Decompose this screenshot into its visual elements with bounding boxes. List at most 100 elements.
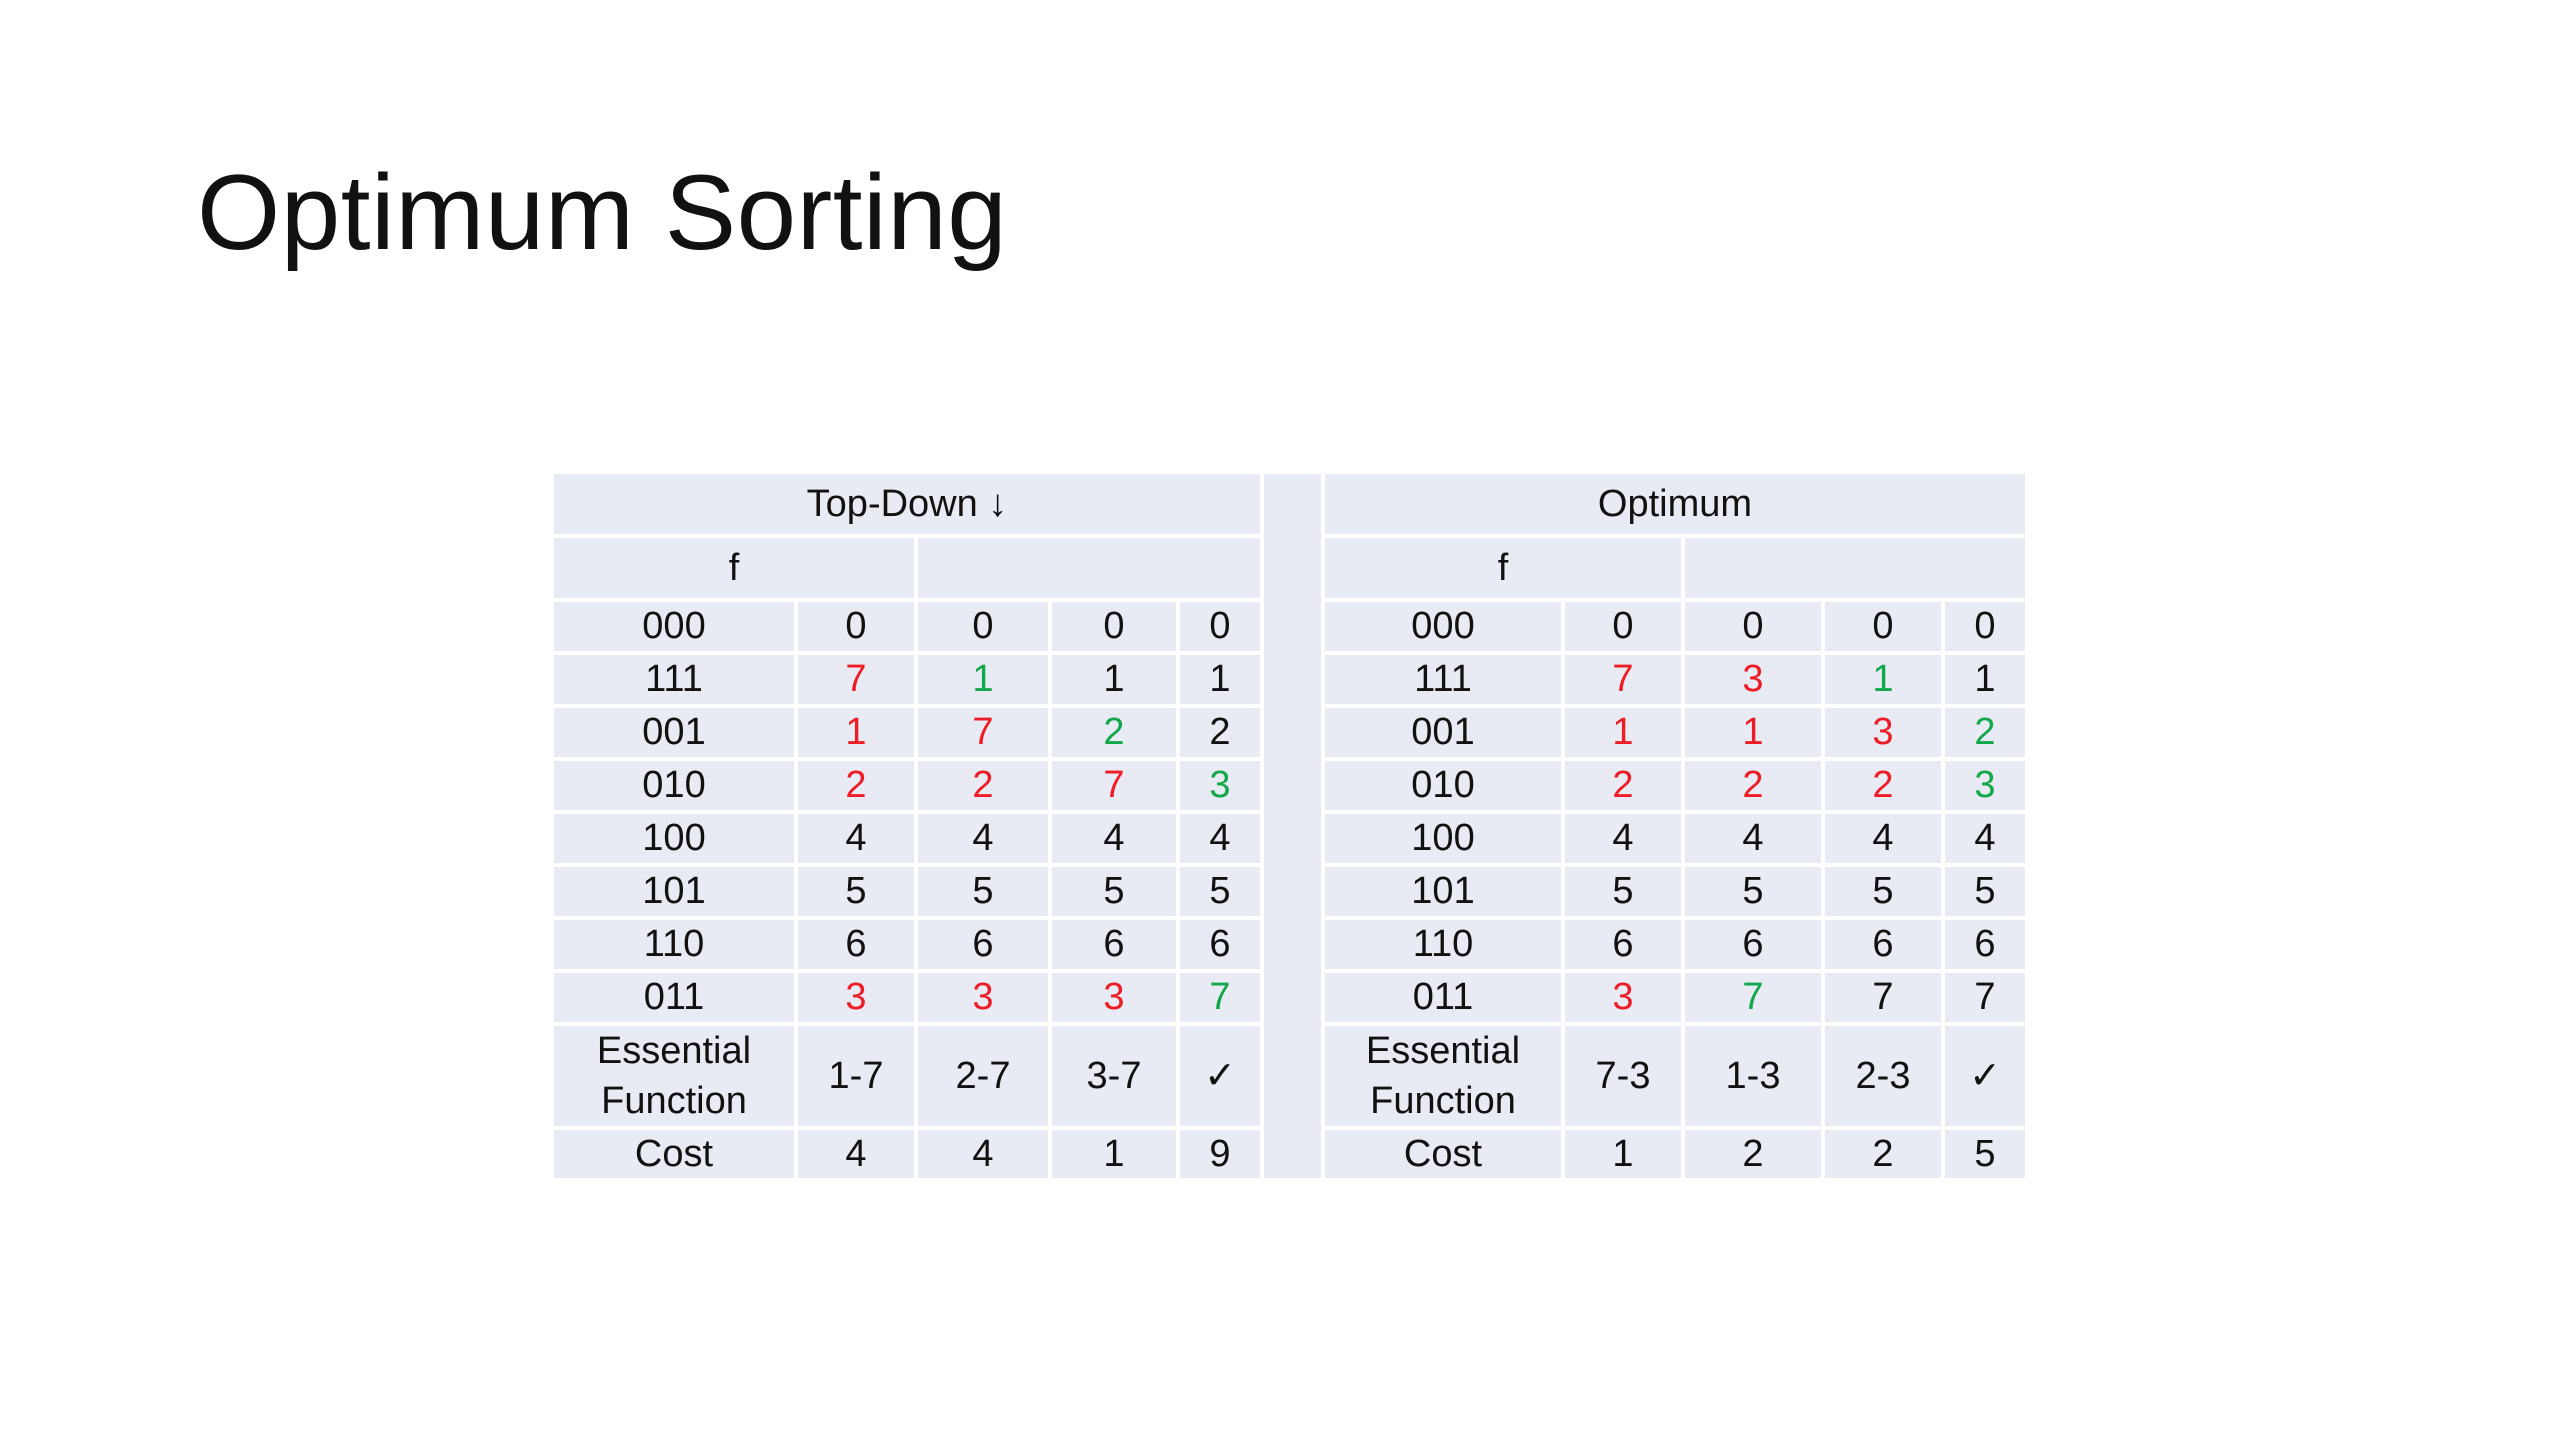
top-down-cell: 6 [1052,920,1176,969]
top-down-essential-label-line1: Essential [596,1030,752,1072]
top-down-cell: 0 [1180,602,1260,651]
optimum-row-label: 101 [1325,867,1561,916]
optimum-row-label: 111 [1325,655,1561,704]
optimum-row-label: 100 [1325,814,1561,863]
top-down-cell: 0 [1052,602,1176,651]
optimum-cell: 1 [1685,708,1821,757]
optimum-cell: 1 [1945,655,2025,704]
optimum-cost-value: 2 [1685,1130,1821,1178]
optimum-cell: 6 [1565,920,1681,969]
optimum-cell: 2 [1945,708,2025,757]
optimum-row-label: 001 [1325,708,1561,757]
top-down-cell: 0 [918,602,1048,651]
top-down-cell: 5 [798,867,914,916]
top-down-essential-value: 2-7 [918,1026,1048,1126]
table-row: 010 2 2 7 3 010 2 2 2 3 [554,761,2025,810]
optimum-row-label: 110 [1325,920,1561,969]
optimum-cost-value: 2 [1825,1130,1941,1178]
top-down-row-label: 111 [554,655,794,704]
top-down-cell: 3 [1180,761,1260,810]
optimum-cell: 5 [1685,867,1821,916]
top-down-cell: 3 [1052,973,1176,1022]
optimum-cell: 1 [1565,708,1681,757]
top-down-cell: 7 [1180,973,1260,1022]
optimum-cell: 6 [1825,920,1941,969]
optimum-cell: 3 [1825,708,1941,757]
top-down-cost-label: Cost [554,1130,794,1178]
optimum-f-label: f [1325,538,1681,598]
optimum-cell: 4 [1945,814,2025,863]
optimum-cell: 2 [1565,761,1681,810]
top-down-cell: 7 [798,655,914,704]
top-down-row-label: 110 [554,920,794,969]
optimum-cell: 5 [1825,867,1941,916]
optimum-header: Optimum [1325,474,2025,534]
table-row: 011 3 3 3 7 011 3 7 7 7 [554,973,2025,1022]
optimum-cell: 7 [1565,655,1681,704]
top-down-row-label: 011 [554,973,794,1022]
table-f-row: f f [554,538,2025,598]
top-down-cost-value: 1 [1052,1130,1176,1178]
optimum-cell: 1 [1825,655,1941,704]
top-down-cell: 3 [798,973,914,1022]
top-down-row-label: 101 [554,867,794,916]
top-down-cell: 1 [1052,655,1176,704]
top-down-essential-value: 3-7 [1052,1026,1176,1126]
optimum-row-label: 010 [1325,761,1561,810]
optimum-cell: 2 [1685,761,1821,810]
optimum-cost-value: 5 [1945,1130,2025,1178]
top-down-f-label: f [554,538,914,598]
top-down-cost-value: 9 [1180,1130,1260,1178]
top-down-checkmark-icon: ✓ [1180,1026,1260,1126]
top-down-essential-function-label: Essential Function [554,1026,794,1126]
optimum-cell: 3 [1565,973,1681,1022]
top-down-cell: 6 [1180,920,1260,969]
optimum-essential-function-label: Essential Function [1325,1026,1561,1126]
top-down-cell: 2 [1052,708,1176,757]
top-down-cell: 2 [918,761,1048,810]
top-down-cell: 4 [798,814,914,863]
optimum-essential-label-line2: Function [1370,1080,1516,1122]
top-down-row-label: 010 [554,761,794,810]
top-down-cell: 3 [918,973,1048,1022]
table-row: 101 5 5 5 5 101 5 5 5 5 [554,867,2025,916]
optimum-row-label: 000 [1325,602,1561,651]
optimum-cell: 7 [1825,973,1941,1022]
cost-row: Cost 4 4 1 9 Cost 1 2 2 5 [554,1130,2025,1178]
top-down-f-blank [918,538,1260,598]
essential-function-row: Essential Function 1-7 2-7 3-7 ✓ Essential Func… [554,1026,2025,1126]
optimum-cell: 4 [1825,814,1941,863]
table-gap-column [1264,474,1321,1178]
top-down-cell: 1 [1180,655,1260,704]
top-down-row-label: 100 [554,814,794,863]
optimum-cell: 7 [1685,973,1821,1022]
optimum-cell: 6 [1685,920,1821,969]
top-down-header: Top-Down ↓ [554,474,1260,534]
top-down-row-label: 000 [554,602,794,651]
optimum-essential-label-line1: Essential [1365,1030,1521,1072]
optimum-essential-value: 2-3 [1825,1026,1941,1126]
optimum-f-blank [1685,538,2025,598]
top-down-cell: 4 [1052,814,1176,863]
top-down-cell: 6 [918,920,1048,969]
table-row: 001 1 7 2 2 001 1 1 3 2 [554,708,2025,757]
top-down-cell: 1 [918,655,1048,704]
optimum-row-label: 011 [1325,973,1561,1022]
optimum-essential-value: 1-3 [1685,1026,1821,1126]
top-down-cell: 7 [918,708,1048,757]
optimum-cell: 0 [1825,602,1941,651]
table-row: 110 6 6 6 6 110 6 6 6 6 [554,920,2025,969]
top-down-cell: 2 [1180,708,1260,757]
top-down-cell: 5 [918,867,1048,916]
top-down-essential-label-line2: Function [601,1080,747,1122]
optimum-cost-value: 1 [1565,1130,1681,1178]
optimum-checkmark-icon: ✓ [1945,1026,2025,1126]
optimum-cost-label: Cost [1325,1130,1561,1178]
slide-title: Optimum Sorting [197,152,1008,272]
optimum-cell: 0 [1565,602,1681,651]
optimum-essential-value: 7-3 [1565,1026,1681,1126]
optimum-cell: 3 [1685,655,1821,704]
top-down-cell: 5 [1052,867,1176,916]
top-down-cell: 4 [918,814,1048,863]
optimum-cell: 3 [1945,761,2025,810]
